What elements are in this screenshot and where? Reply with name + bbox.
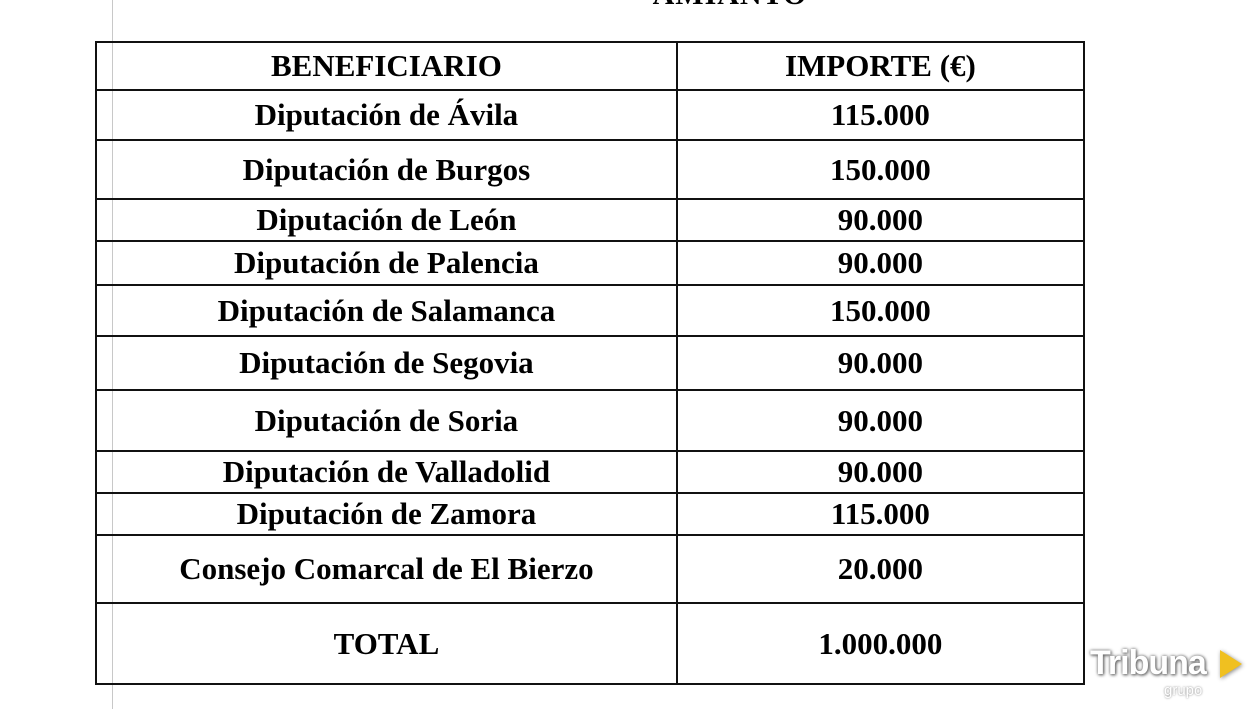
beneficiary-cell: Diputación de Ávila	[95, 89, 678, 141]
amount-cell: 150.000	[675, 284, 1086, 337]
beneficiary-cell: Consejo Comarcal de El Bierzo	[95, 534, 678, 604]
table-total-row: TOTAL 1.000.000	[95, 602, 1086, 685]
table-header-row: BENEFICIARIO IMPORTE (€)	[95, 41, 1086, 91]
amount-cell: 90.000	[675, 335, 1086, 391]
total-label: TOTAL	[95, 602, 678, 685]
amount-cell: 90.000	[675, 450, 1086, 494]
beneficiary-cell: Diputación de Soria	[95, 389, 678, 452]
table-row: Diputación de Ávila 115.000	[95, 89, 1086, 141]
logo-sub: grupo	[1164, 682, 1203, 699]
play-icon	[1220, 650, 1242, 678]
table-row: Diputación de Segovia 90.000	[95, 335, 1086, 391]
table-row: Diputación de Burgos 150.000	[95, 139, 1086, 200]
logo-brand: Tribuna	[1090, 644, 1207, 682]
table-row: Diputación de Soria 90.000	[95, 389, 1086, 452]
table-row: Diputación de Zamora 115.000	[95, 492, 1086, 536]
table-row: Diputación de Salamanca 150.000	[95, 284, 1086, 337]
beneficiary-cell: Diputación de Segovia	[95, 335, 678, 391]
document-title: AMIANTO	[560, 0, 900, 12]
beneficiary-cell: Diputación de Palencia	[95, 240, 678, 286]
table-row: Diputación de Valladolid 90.000	[95, 450, 1086, 494]
header-beneficiario: BENEFICIARIO	[95, 41, 678, 91]
beneficiary-cell: Diputación de León	[95, 198, 678, 242]
beneficiary-cell: Diputación de Valladolid	[95, 450, 678, 494]
amount-cell: 115.000	[675, 89, 1086, 141]
amount-cell: 90.000	[675, 389, 1086, 452]
beneficiary-cell: Diputación de Zamora	[95, 492, 678, 536]
table-row: Diputación de León 90.000	[95, 198, 1086, 242]
table-row: Diputación de Palencia 90.000	[95, 240, 1086, 286]
total-value: 1.000.000	[675, 602, 1086, 685]
amount-cell: 150.000	[675, 139, 1086, 200]
beneficiary-cell: Diputación de Burgos	[95, 139, 678, 200]
amount-cell: 90.000	[675, 240, 1086, 286]
beneficiary-cell: Diputación de Salamanca	[95, 284, 678, 337]
amount-cell: 115.000	[675, 492, 1086, 536]
table-row: Consejo Comarcal de El Bierzo 20.000	[95, 534, 1086, 604]
tribuna-logo: Tribuna grupo	[1090, 646, 1250, 702]
amount-cell: 20.000	[675, 534, 1086, 604]
beneficiary-table: BENEFICIARIO IMPORTE (€) Diputación de Á…	[95, 41, 1086, 685]
header-importe: IMPORTE (€)	[675, 41, 1086, 91]
amount-cell: 90.000	[675, 198, 1086, 242]
